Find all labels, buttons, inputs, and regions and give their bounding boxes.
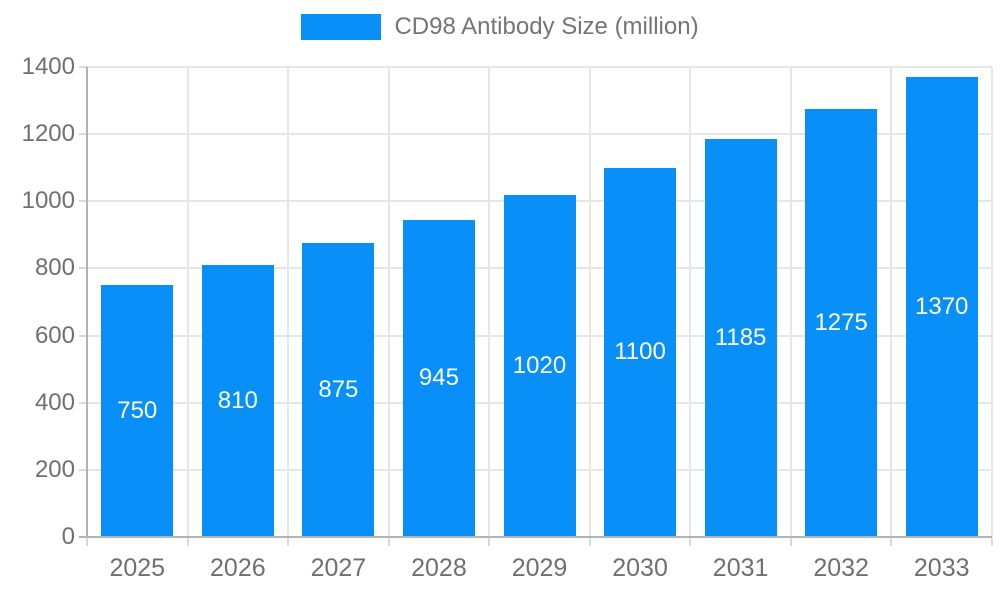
- x-axis-tick: [689, 538, 692, 546]
- x-axis-tick: [186, 538, 189, 546]
- bar[interactable]: [503, 194, 576, 537]
- x-axis-label: 2030: [612, 554, 668, 582]
- y-axis-line: [86, 67, 88, 537]
- gridline-vertical: [387, 67, 390, 537]
- bar[interactable]: [402, 219, 475, 537]
- x-axis-tick: [287, 538, 290, 546]
- y-axis-tick: [79, 267, 87, 270]
- y-axis-label: 0: [61, 523, 75, 550]
- x-axis-label: 2027: [310, 554, 367, 582]
- y-axis-label: 600: [34, 321, 75, 349]
- y-axis-tick: [79, 66, 87, 68]
- gridline-vertical: [789, 67, 792, 537]
- y-axis-label: 1200: [21, 120, 75, 148]
- bar-value-label: 875: [318, 376, 359, 404]
- x-axis-label: 2029: [511, 554, 568, 582]
- x-axis-label: 2031: [712, 554, 769, 582]
- x-axis-label: 2025: [109, 554, 166, 582]
- y-axis-label: 800: [34, 254, 75, 282]
- gridline-vertical: [488, 67, 491, 537]
- gridline-horizontal: [87, 66, 992, 68]
- x-axis-label: 2033: [913, 554, 970, 582]
- bar[interactable]: [302, 243, 375, 537]
- bar[interactable]: [604, 167, 677, 537]
- bar-value-label: 1275: [814, 308, 868, 336]
- x-axis-label: 2026: [210, 554, 266, 582]
- x-axis-tick: [789, 538, 792, 546]
- gridline-vertical: [287, 67, 290, 537]
- legend[interactable]: CD98 Antibody Size (million): [0, 0, 1000, 54]
- bar[interactable]: [704, 139, 777, 537]
- y-axis-tick: [79, 200, 87, 203]
- bar[interactable]: [805, 108, 878, 537]
- y-axis-label: 1000: [21, 187, 75, 215]
- y-axis-label: 1400: [21, 53, 75, 80]
- bar-value-label: 1020: [512, 351, 567, 379]
- gridline-vertical: [689, 67, 692, 537]
- gridline-vertical: [186, 67, 189, 537]
- bar-value-label: 1100: [614, 338, 666, 366]
- x-axis-tick: [890, 538, 893, 546]
- bar[interactable]: [905, 77, 978, 537]
- x-axis-tick: [86, 538, 88, 546]
- x-axis-tick: [488, 538, 491, 546]
- x-axis-line: [79, 536, 992, 538]
- bar[interactable]: [201, 265, 274, 537]
- x-axis-label: 2028: [411, 554, 467, 582]
- y-axis-label: 200: [34, 455, 75, 483]
- bar[interactable]: [101, 285, 174, 537]
- y-axis-tick: [79, 334, 87, 337]
- bar-value-label: 1185: [714, 324, 767, 352]
- legend-label: CD98 Antibody Size (million): [394, 13, 699, 40]
- bar-value-label: 1370: [915, 293, 969, 321]
- gridline-horizontal: [87, 133, 992, 136]
- bar-value-label: 810: [217, 387, 258, 415]
- gridline-vertical: [890, 67, 893, 537]
- x-axis-label: 2032: [813, 554, 869, 582]
- gridline-vertical: [588, 67, 591, 537]
- y-axis-label: 400: [34, 388, 75, 416]
- y-axis-tick: [79, 468, 87, 471]
- x-axis-tick: [387, 538, 390, 546]
- bar-value-label: 945: [418, 364, 459, 392]
- gridline-vertical: [991, 67, 993, 537]
- x-axis-tick: [588, 538, 591, 546]
- legend-swatch: [301, 14, 382, 40]
- x-axis-tick: [991, 538, 993, 546]
- bar-value-label: 750: [117, 397, 158, 425]
- y-axis-tick: [79, 133, 87, 136]
- y-axis-tick: [79, 401, 87, 404]
